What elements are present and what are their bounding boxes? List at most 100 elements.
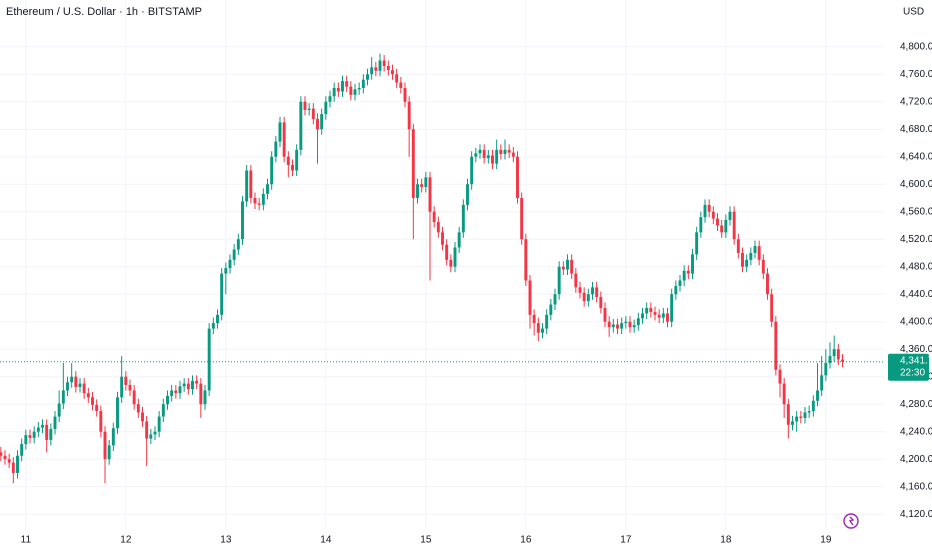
- candle-body: [816, 390, 819, 401]
- candle-body: [682, 270, 686, 281]
- candle-body: [3, 455, 7, 460]
- logo-ring: [843, 513, 859, 529]
- candle-body: [757, 246, 761, 260]
- candle-body: [445, 244, 449, 260]
- candle-body: [278, 122, 282, 142]
- candle-body: [295, 149, 299, 171]
- candle-body: [145, 421, 149, 439]
- candle-body: [732, 211, 736, 240]
- candle-body: [266, 184, 269, 194]
- x-tick-label: 12: [120, 535, 132, 546]
- candle-body: [628, 321, 632, 328]
- candle-body: [570, 259, 574, 274]
- candle-body: [766, 273, 769, 295]
- x-tick-label: 15: [420, 535, 432, 546]
- candle-body: [441, 232, 444, 245]
- candle-body: [486, 155, 490, 159]
- candle-body: [399, 82, 403, 88]
- candle-body: [724, 219, 728, 233]
- candle-body: [782, 383, 786, 405]
- candle-body: [524, 239, 528, 281]
- candle-body: [711, 211, 715, 219]
- candle-body: [195, 380, 199, 384]
- x-tick-label: 17: [620, 535, 632, 546]
- candle-body: [203, 390, 207, 405]
- candle-body: [561, 266, 565, 270]
- candle-body: [528, 280, 532, 315]
- candle-body: [774, 321, 778, 370]
- candle-body: [82, 383, 86, 394]
- candle-body: [761, 259, 765, 274]
- candle-body: [270, 156, 274, 185]
- candle-body: [407, 101, 411, 130]
- candle-body: [532, 314, 536, 324]
- candle-body: [328, 96, 332, 102]
- candle-body: [807, 411, 811, 413]
- candle-body: [778, 369, 782, 384]
- y-tick-label: 4,280.0: [900, 399, 932, 410]
- candle-body: [811, 400, 815, 412]
- y-tick-label: 4,440.0: [900, 289, 932, 300]
- candle-body: [516, 156, 519, 198]
- candle-body: [653, 312, 657, 315]
- candle-body: [611, 324, 615, 328]
- candle-body: [841, 359, 844, 362]
- candle-body: [86, 393, 90, 398]
- candle-body: [411, 129, 415, 198]
- logo-bolt: [848, 516, 855, 526]
- grid: [0, 0, 885, 530]
- candle-body: [311, 108, 315, 119]
- candle-body: [753, 246, 757, 253]
- y-tick-label: 4,360.0: [900, 344, 932, 355]
- candle-body: [657, 314, 661, 318]
- candle-body: [249, 170, 253, 198]
- candle-body: [495, 149, 499, 164]
- candle-body: [174, 390, 178, 394]
- candle-body: [641, 313, 644, 319]
- candle-body: [632, 325, 636, 328]
- y-tick-label: 4,640.0: [900, 151, 932, 162]
- candle-body: [478, 149, 482, 154]
- candle-body: [695, 232, 699, 255]
- y-tick-label: 4,720.0: [900, 96, 932, 107]
- countdown-label: 22:30: [900, 367, 925, 378]
- candle-body: [457, 232, 461, 248]
- x-tick-label: 13: [220, 535, 232, 546]
- candle-body: [366, 74, 369, 80]
- candle-body: [0, 452, 3, 456]
- candle-body: [749, 252, 753, 260]
- candle-body: [736, 239, 740, 253]
- candle-body: [111, 428, 115, 446]
- candle-body: [245, 170, 249, 202]
- candle-body: [57, 403, 61, 417]
- candle-body: [491, 155, 494, 164]
- currency-label: USD: [903, 7, 924, 18]
- candle-body: [557, 266, 561, 295]
- candle-body: [220, 273, 224, 315]
- candle-body: [799, 416, 803, 418]
- candle-body: [507, 149, 511, 153]
- candle-body: [424, 177, 428, 187]
- candle-body: [770, 294, 774, 322]
- candle-body: [670, 294, 674, 322]
- candle-body: [686, 270, 690, 274]
- candle-body: [703, 204, 707, 218]
- logo[interactable]: [843, 513, 859, 529]
- candle-body: [20, 444, 24, 456]
- candle-body: [795, 416, 799, 422]
- candle-body: [307, 108, 311, 110]
- candle-body: [666, 313, 669, 322]
- candle-body: [566, 259, 569, 270]
- candle-body: [803, 412, 807, 418]
- last-price-label: 4,341.7: [900, 355, 932, 366]
- chart-title: Ethereum / U.S. Dollar · 1h · BITSTAMP: [6, 6, 202, 18]
- candle-body: [374, 67, 378, 71]
- candle-body: [170, 390, 174, 396]
- candle-body: [536, 323, 540, 333]
- candle-body: [745, 259, 749, 267]
- candle-body: [228, 259, 232, 269]
- candle-body: [391, 70, 394, 75]
- candle-body: [624, 321, 628, 324]
- candle-body: [132, 390, 136, 405]
- y-tick-label: 4,480.0: [900, 261, 932, 272]
